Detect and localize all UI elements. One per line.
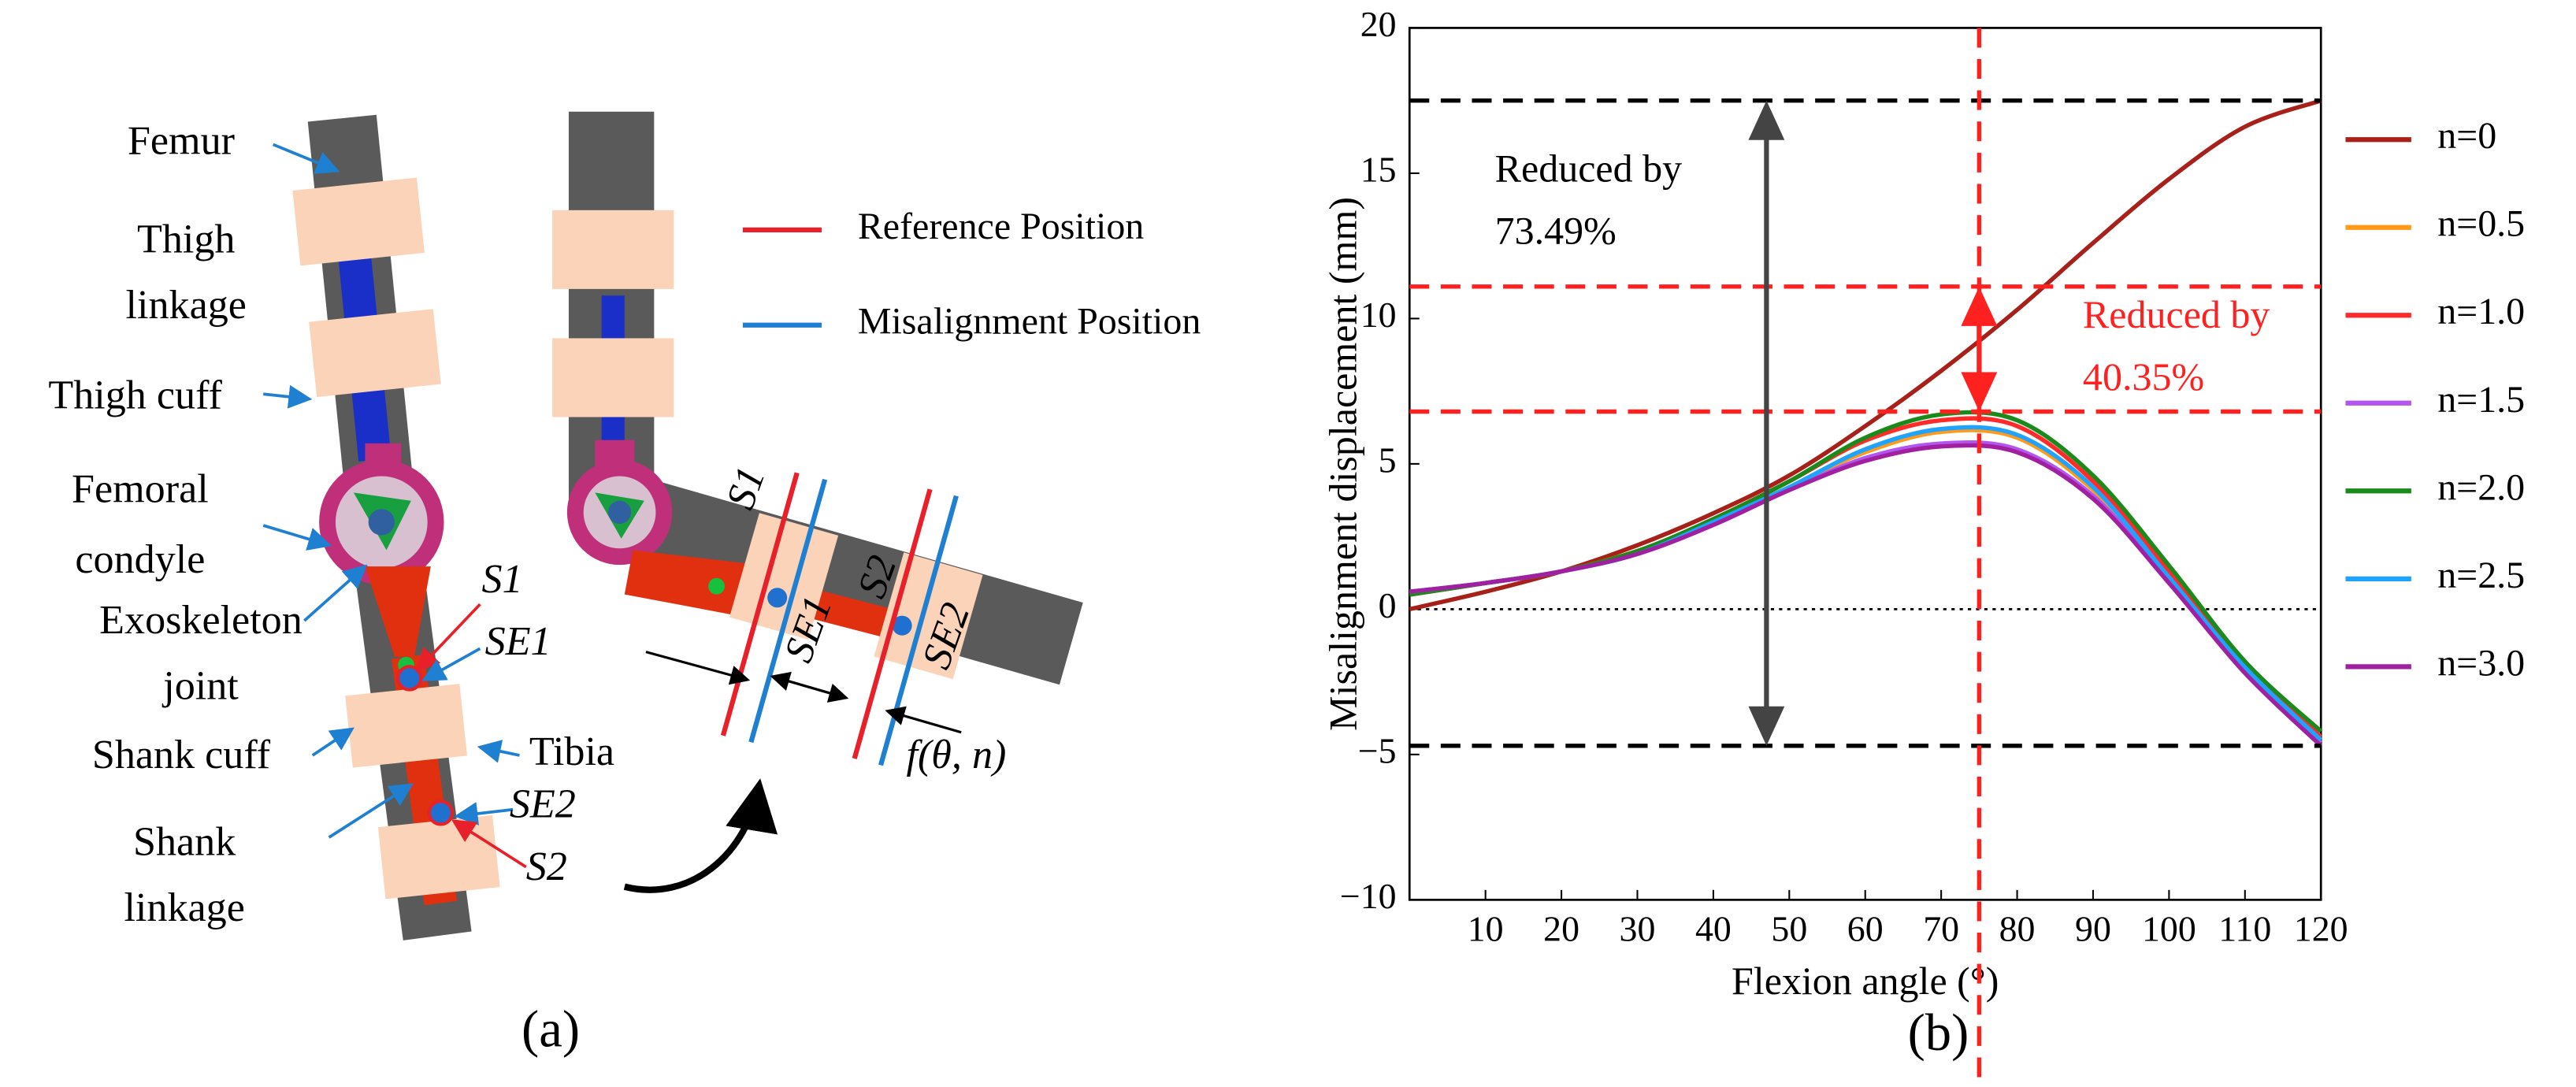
diagram-label: Shank <box>133 820 236 865</box>
legend-label: n=0.5 <box>2437 203 2525 245</box>
y-tick-label: 5 <box>1379 440 1397 480</box>
diagram-label: condyle <box>75 537 205 582</box>
x-axis-label: Flexion angle (°) <box>1732 959 1999 1003</box>
x-tick-label: 50 <box>1771 909 1807 949</box>
leg-straight <box>292 114 500 940</box>
arrow-head <box>1961 372 1998 412</box>
y-tick-label: −5 <box>1358 730 1397 770</box>
annotation: Reduced by <box>1495 146 1683 190</box>
diagram-label: SE1 <box>485 619 551 664</box>
x-tick-label: 90 <box>2075 909 2111 949</box>
diagram-label: Tibia <box>529 729 614 774</box>
legend-label: n=3.0 <box>2437 642 2525 684</box>
diagram-label: Femoral <box>72 466 209 511</box>
legend-label: Reference Position <box>858 206 1144 247</box>
pointer-arrows <box>262 143 527 869</box>
y-axis-label: Misalignment displacement (mm) <box>1321 197 1365 731</box>
x-tick-label: 110 <box>2218 909 2271 949</box>
y-tick-label: −10 <box>1340 876 1397 916</box>
y-tick-label: 0 <box>1379 585 1397 625</box>
x-tick-label: 70 <box>1923 909 1959 949</box>
panel-label: (b) <box>1908 1004 1969 1062</box>
diagram-label: Exoskeleton <box>99 598 303 643</box>
diagram-label: linkage <box>126 283 247 328</box>
x-tick-label: 60 <box>1847 909 1884 949</box>
arrow-head <box>1748 706 1785 746</box>
legend-label: n=1.0 <box>2437 291 2525 332</box>
legend-label: n=2.0 <box>2437 466 2525 508</box>
y-tick-label: 20 <box>1360 4 1397 44</box>
diagram-label: SE2 <box>510 782 576 827</box>
diagram-labels: Femur Thigh linkage Thigh cuff Femoral condyl… <box>48 118 1201 1058</box>
diagram-label: linkage <box>124 885 244 930</box>
legend-label: n=1.5 <box>2437 379 2525 421</box>
annotation: Reduced by <box>2083 292 2270 336</box>
diagram-label: S1 <box>481 557 522 602</box>
diagram-label: S2 <box>526 844 567 889</box>
legend-label: n=0 <box>2437 115 2496 157</box>
annotation: 73.49% <box>1495 209 1616 253</box>
legend-label: Misalignment Position <box>858 301 1201 343</box>
arrow-head <box>1961 286 1998 326</box>
legend-label: n=2.5 <box>2437 555 2525 596</box>
x-tick-label: 20 <box>1543 909 1579 949</box>
y-tick-label: 10 <box>1360 295 1397 335</box>
leg-bent <box>552 111 1083 893</box>
y-tick-label: 15 <box>1360 149 1397 189</box>
diagram-label: Femur <box>128 118 235 163</box>
diagram-label: joint <box>161 663 239 708</box>
x-tick-label: 100 <box>2142 909 2196 949</box>
panel-label: (a) <box>522 1001 580 1059</box>
chart: −10 −5 0 5 10 15 20 10 20 30 40 50 60 70 80 90 100 110 120… <box>1321 4 2525 1087</box>
diagram-label: Thigh cuff <box>48 373 222 418</box>
x-tick-label: 30 <box>1620 909 1656 949</box>
annotation: 40.35% <box>2083 354 2204 399</box>
x-tick-label: 120 <box>2294 909 2348 949</box>
diagram-label: f(θ, n) <box>906 733 1006 777</box>
x-tick-label: 40 <box>1695 909 1732 949</box>
arrow-head <box>1748 100 1785 140</box>
diagram-label: Shank cuff <box>92 733 271 777</box>
diagram-label: Thigh <box>137 217 235 262</box>
series-line <box>1409 443 2323 748</box>
x-tick-label: 80 <box>1999 909 2036 949</box>
x-tick-label: 10 <box>1468 909 1504 949</box>
